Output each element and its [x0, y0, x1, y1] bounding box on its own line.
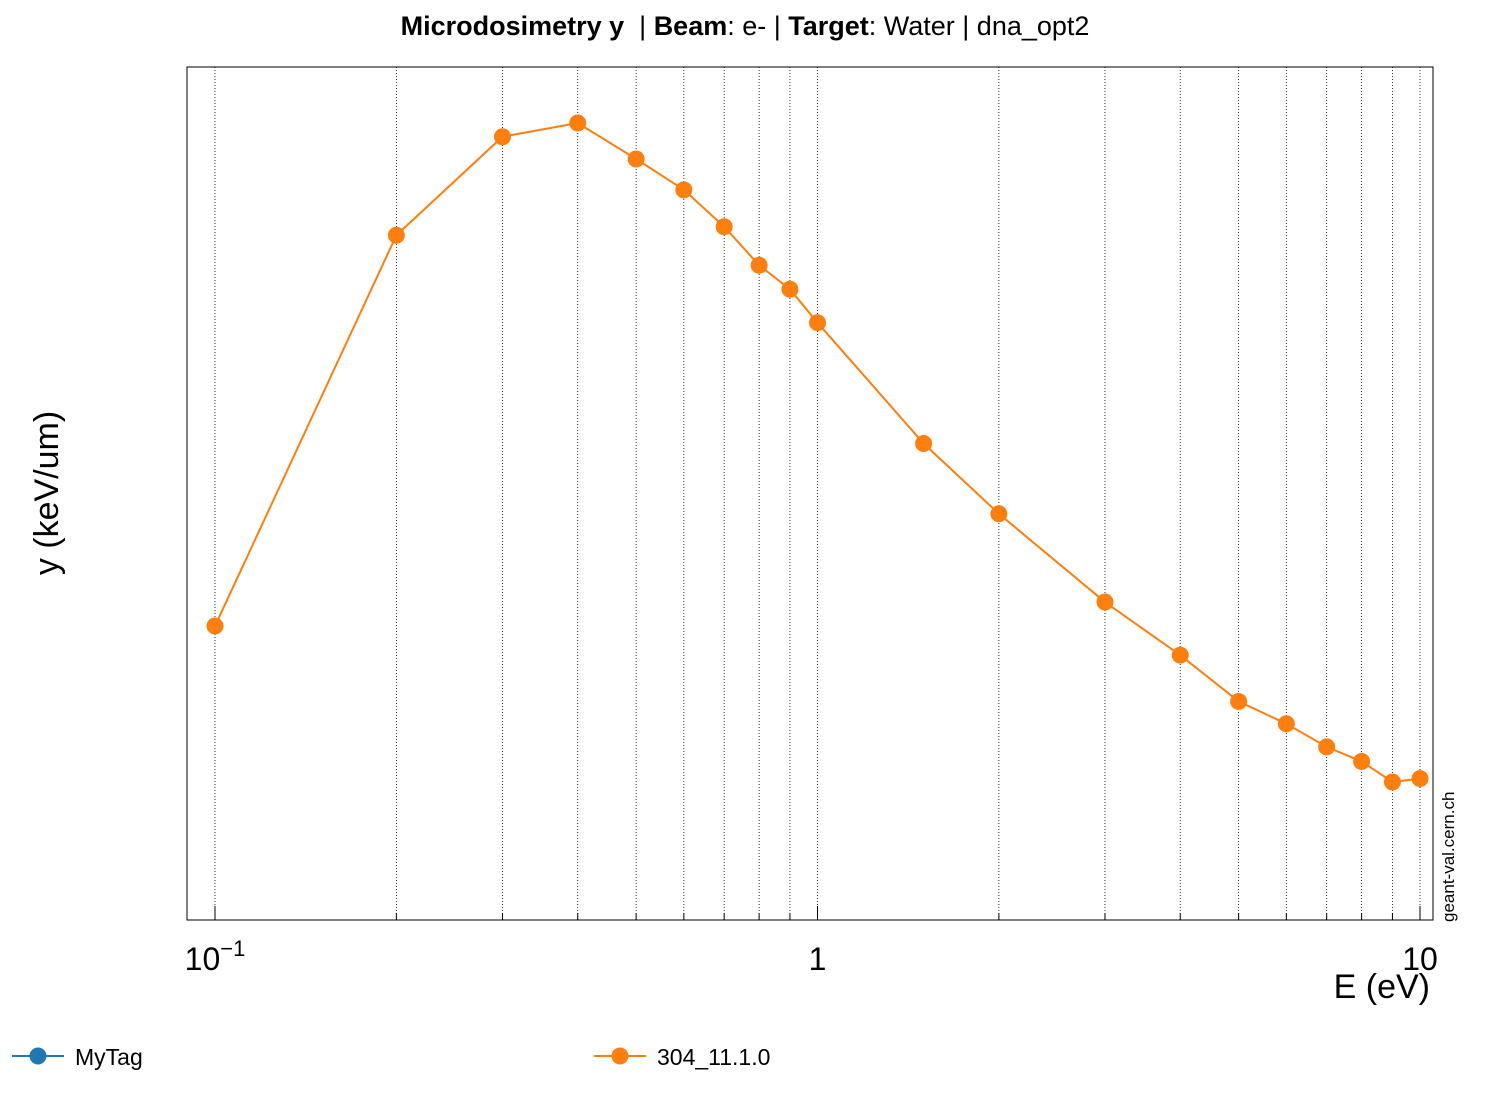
series-line — [214, 121, 1421, 784]
title-target-key: Target — [788, 11, 869, 41]
plot-frame — [186, 66, 1434, 921]
title-target-value: : Water | dna_opt2 — [869, 11, 1090, 41]
title-observable: Microdosimetry y — [401, 11, 625, 41]
data-point — [1096, 593, 1114, 611]
legend-marker — [611, 1047, 629, 1065]
data-point — [809, 314, 826, 332]
x-tick-label: 1 — [809, 941, 827, 977]
data-point — [206, 617, 224, 635]
series-layer — [206, 114, 1429, 791]
title-separator: | — [624, 11, 654, 41]
data-point — [1318, 738, 1336, 756]
y-axis-label: y (keV/um) — [28, 411, 66, 575]
legend-label: 304_11.1.0 — [657, 1044, 770, 1070]
legend-label: MyTag — [75, 1044, 143, 1070]
x-tick-labels: 10−1 1 10 — [185, 936, 1438, 977]
data-point — [387, 226, 405, 244]
chart-title: Microdosimetry y | Beam: e- | Target: Wa… — [401, 11, 1090, 41]
data-point — [675, 181, 693, 199]
data-point — [1353, 752, 1371, 770]
x-tick-label-base: 1 — [809, 941, 827, 977]
data-point — [750, 256, 768, 274]
data-point — [915, 435, 933, 453]
data-point — [493, 128, 511, 146]
x-axis-label: E (eV) — [1334, 968, 1430, 1006]
data-point — [1230, 692, 1248, 710]
data-point — [1383, 773, 1401, 791]
watermark: geant-val.cern.ch — [1439, 792, 1458, 922]
title-beam-key: Beam — [654, 11, 728, 41]
data-point — [569, 114, 587, 132]
data-point — [1277, 715, 1295, 733]
x-tick-label: 10 — [1402, 941, 1438, 977]
title-beam-value: : e- | — [727, 11, 788, 41]
data-point — [1171, 646, 1189, 664]
x-tick-label-base: 10 — [185, 941, 221, 977]
x-tick-label-base: 10 — [1402, 941, 1438, 977]
data-point — [990, 505, 1008, 523]
data-point — [715, 218, 733, 236]
grid-lines — [214, 67, 1421, 920]
data-point — [781, 280, 799, 298]
data-point — [627, 150, 645, 168]
x-ticks — [214, 906, 1421, 920]
x-tick-label-exponent: −1 — [220, 936, 245, 961]
data-point — [1411, 770, 1429, 788]
legend: MyTag 304_11.1.0 — [12, 1044, 770, 1070]
legend-marker — [29, 1047, 47, 1065]
x-tick-label: 10−1 — [185, 936, 246, 977]
